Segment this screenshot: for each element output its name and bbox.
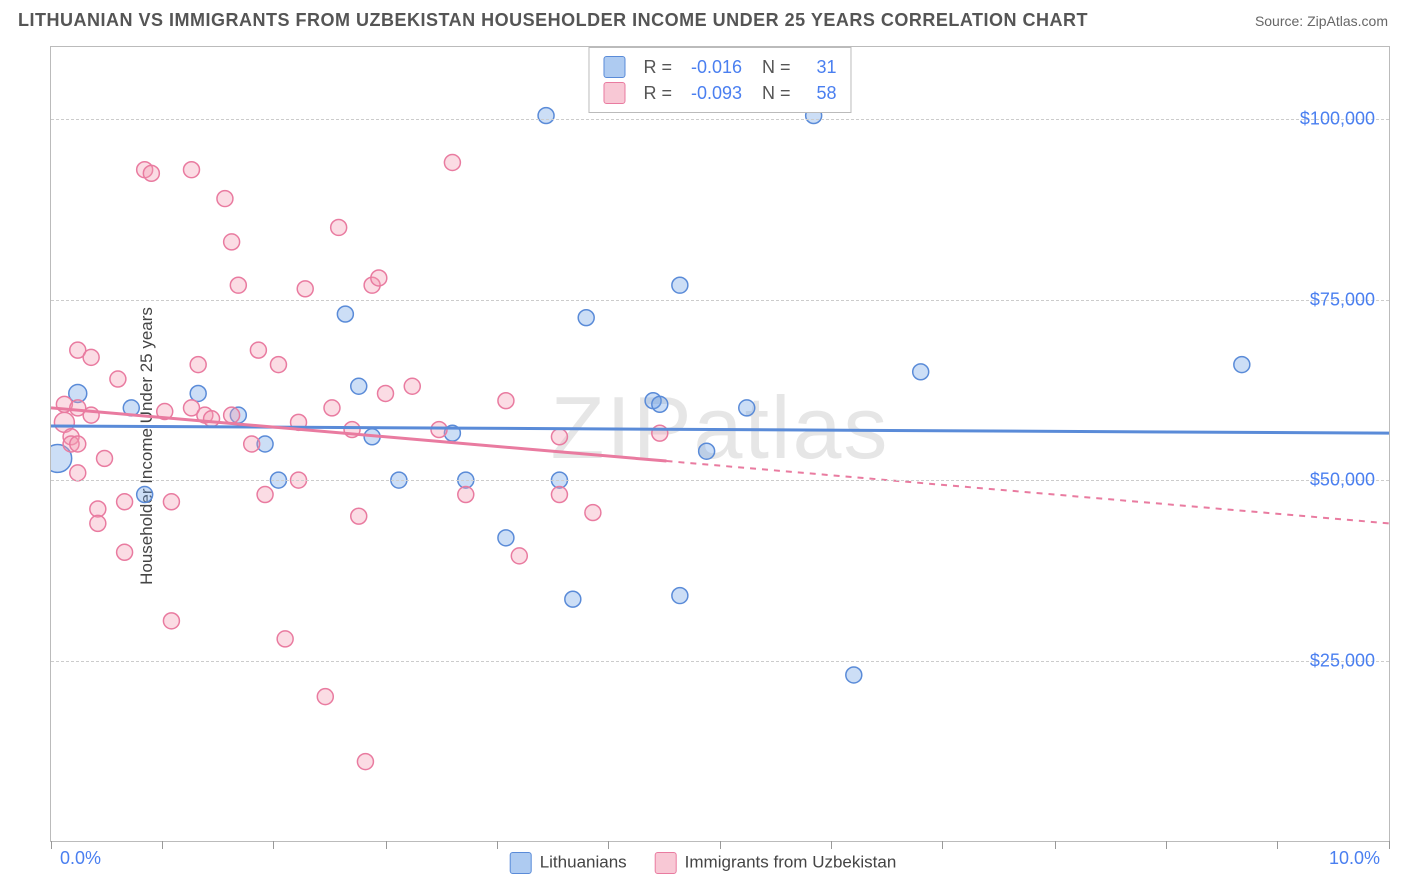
n-label: N = bbox=[762, 57, 791, 78]
data-point bbox=[458, 487, 474, 503]
page-title: LITHUANIAN VS IMMIGRANTS FROM UZBEKISTAN… bbox=[18, 10, 1088, 31]
data-point bbox=[117, 544, 133, 560]
y-tick-label: $75,000 bbox=[1310, 289, 1375, 310]
data-point bbox=[297, 281, 313, 297]
data-point bbox=[551, 429, 567, 445]
r-label: R = bbox=[643, 83, 672, 104]
data-point bbox=[70, 465, 86, 481]
data-point bbox=[204, 411, 220, 427]
regression-line-extrapolated bbox=[666, 461, 1389, 523]
data-point bbox=[83, 349, 99, 365]
data-point bbox=[578, 310, 594, 326]
r-label: R = bbox=[643, 57, 672, 78]
data-point bbox=[652, 425, 668, 441]
data-point bbox=[224, 234, 240, 250]
gridline bbox=[51, 300, 1389, 301]
data-point bbox=[137, 487, 153, 503]
data-point bbox=[117, 494, 133, 510]
data-point bbox=[913, 364, 929, 380]
data-point bbox=[498, 530, 514, 546]
data-point bbox=[378, 385, 394, 401]
regression-line bbox=[51, 408, 666, 461]
data-point bbox=[224, 407, 240, 423]
data-point bbox=[257, 487, 273, 503]
legend-swatch bbox=[510, 852, 532, 874]
data-point bbox=[317, 689, 333, 705]
data-point bbox=[371, 270, 387, 286]
legend-swatch bbox=[603, 56, 625, 78]
legend-item: Lithuanians bbox=[510, 852, 627, 874]
legend-swatch bbox=[655, 852, 677, 874]
data-point bbox=[217, 191, 233, 207]
legend-swatch bbox=[603, 82, 625, 104]
data-point bbox=[498, 393, 514, 409]
r-value: -0.016 bbox=[682, 57, 742, 78]
data-point bbox=[143, 165, 159, 181]
data-point bbox=[565, 591, 581, 607]
y-tick-label: $100,000 bbox=[1300, 109, 1375, 130]
data-point bbox=[70, 436, 86, 452]
r-value: -0.093 bbox=[682, 83, 742, 104]
n-value: 31 bbox=[801, 57, 837, 78]
chart-area: ZIPatlas R =-0.016N =31R =-0.093N =58 $2… bbox=[50, 46, 1390, 842]
data-point bbox=[331, 219, 347, 235]
data-point bbox=[277, 631, 293, 647]
data-point bbox=[163, 613, 179, 629]
data-point bbox=[585, 505, 601, 521]
legend-label: Immigrants from Uzbekistan bbox=[685, 852, 897, 871]
data-point bbox=[538, 108, 554, 124]
data-point bbox=[110, 371, 126, 387]
data-point bbox=[230, 277, 246, 293]
stats-legend: R = -0.016 N = 31 R = -0.093 N = 58 bbox=[588, 47, 851, 113]
data-point bbox=[97, 450, 113, 466]
n-label: N = bbox=[762, 83, 791, 104]
data-point bbox=[250, 342, 266, 358]
data-point bbox=[324, 400, 340, 416]
data-point bbox=[190, 357, 206, 373]
data-point bbox=[551, 487, 567, 503]
data-point bbox=[652, 396, 668, 412]
data-point bbox=[244, 436, 260, 452]
data-point bbox=[672, 277, 688, 293]
y-tick-label: $25,000 bbox=[1310, 650, 1375, 671]
legend-item: Immigrants from Uzbekistan bbox=[655, 852, 897, 874]
y-tick-label: $50,000 bbox=[1310, 470, 1375, 491]
data-point bbox=[163, 494, 179, 510]
legend-label: Lithuanians bbox=[540, 852, 627, 871]
n-value: 58 bbox=[801, 83, 837, 104]
data-point bbox=[190, 385, 206, 401]
data-point bbox=[351, 508, 367, 524]
data-point bbox=[357, 754, 373, 770]
data-point bbox=[444, 155, 460, 171]
scatter-plot bbox=[51, 47, 1389, 841]
data-point bbox=[351, 378, 367, 394]
stats-legend-row: R = -0.016 N = 31 bbox=[603, 54, 836, 80]
gridline bbox=[51, 119, 1389, 120]
regression-line bbox=[51, 426, 1389, 433]
x-axis-max: 10.0% bbox=[1329, 848, 1380, 869]
data-point bbox=[699, 443, 715, 459]
data-point bbox=[846, 667, 862, 683]
data-point bbox=[511, 548, 527, 564]
data-point bbox=[184, 162, 200, 178]
data-point bbox=[90, 515, 106, 531]
data-point bbox=[739, 400, 755, 416]
x-axis-min: 0.0% bbox=[60, 848, 101, 869]
series-legend: Lithuanians Immigrants from Uzbekistan bbox=[510, 852, 897, 874]
gridline bbox=[51, 661, 1389, 662]
data-point bbox=[672, 588, 688, 604]
data-point bbox=[404, 378, 420, 394]
data-point bbox=[270, 357, 286, 373]
data-point bbox=[337, 306, 353, 322]
stats-legend-row: R = -0.093 N = 58 bbox=[603, 80, 836, 106]
gridline bbox=[51, 480, 1389, 481]
data-point bbox=[1234, 357, 1250, 373]
data-point bbox=[90, 501, 106, 517]
source-label: Source: ZipAtlas.com bbox=[1255, 13, 1388, 29]
